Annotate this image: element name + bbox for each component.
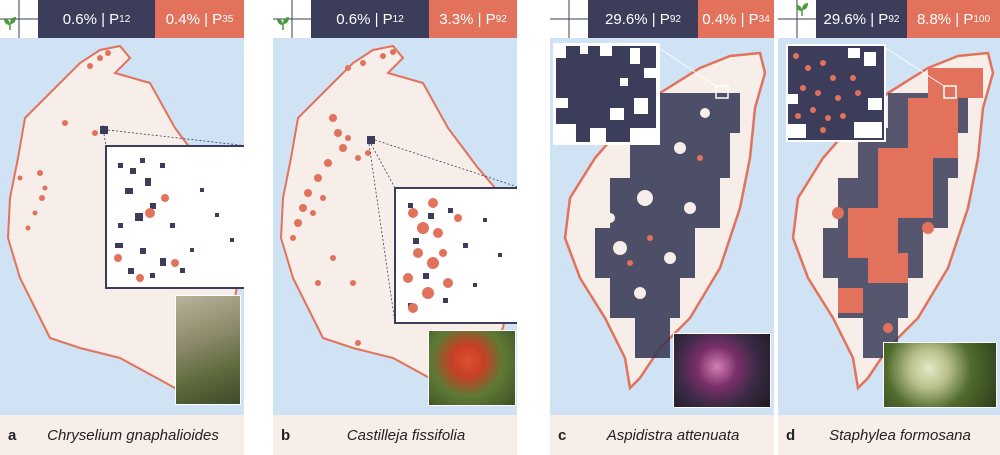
coverage-badge-orange: 0.4% | P 35 — [155, 0, 244, 38]
coverage-badge-dark: 29.6% | P 92 — [588, 0, 698, 38]
panel-label: c — [558, 427, 567, 444]
map-taiwan — [553, 43, 767, 391]
coverage-badge-dark: 29.6% | P 92 — [816, 0, 907, 38]
species-name: Staphylea formosana — [829, 427, 971, 444]
species-photo — [428, 330, 516, 406]
sprout-icon — [778, 0, 816, 38]
panel-caption: d Staphylea formosana — [778, 415, 1000, 455]
panel-b: 0.6% | P 12 3.3% | P 92 b — [273, 0, 517, 455]
species-name: Chryselium gnaphalioides — [47, 427, 219, 444]
panel-label: b — [281, 427, 291, 444]
coverage-badge-orange: 3.3% | P 92 — [429, 0, 517, 38]
panel-caption: a Chryselium gnaphalioides — [0, 415, 244, 455]
panel-header: 29.6% | P 92 0.4% | P 34 — [550, 0, 774, 38]
coverage-badge-orange: 0.4% | P 34 — [698, 0, 774, 38]
sprout-icon — [273, 0, 311, 38]
sprout-icon — [550, 0, 588, 38]
species-name: Aspidistra attenuata — [606, 427, 740, 444]
species-photo — [673, 333, 771, 408]
coverage-badge-dark: 0.6% | P 12 — [311, 0, 429, 38]
panel-header: 29.6% | P 92 8.8% | P 100 — [778, 0, 1000, 38]
panel-a: 0.6% | P 12 0.4% | P 35 a Chr — [0, 0, 244, 455]
coverage-badge-dark: 0.6% | P 12 — [38, 0, 155, 38]
coverage-badge-orange: 8.8% | P 100 — [907, 0, 1000, 38]
panel-header: 0.6% | P 12 3.3% | P 92 — [273, 0, 517, 38]
panel-label: a — [8, 427, 17, 444]
species-photo — [175, 295, 241, 405]
sprout-icon — [0, 0, 38, 38]
species-photo — [883, 342, 997, 408]
panel-label: d — [786, 427, 796, 444]
panel-d: 29.6% | P 92 8.8% | P 100 — [778, 0, 1000, 455]
panel-caption: b Castilleja fissifolia — [273, 415, 517, 455]
panel-header: 0.6% | P 12 0.4% | P 35 — [0, 0, 244, 38]
panel-caption: c Aspidistra attenuata — [550, 415, 774, 455]
species-name: Castilleja fissifolia — [346, 427, 466, 444]
panel-c: 29.6% | P 92 0.4% | P 34 — [550, 0, 774, 455]
map-colombia — [279, 44, 517, 390]
map-taiwan — [786, 44, 995, 391]
